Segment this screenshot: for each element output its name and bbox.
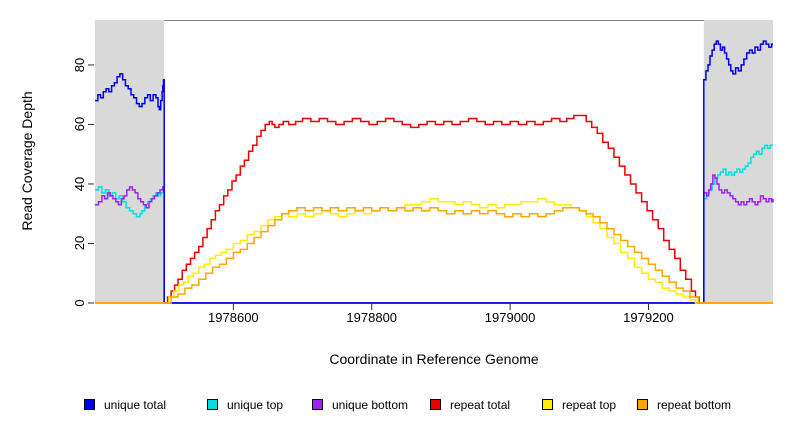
y-tick-label-60: 60 (71, 117, 87, 132)
y-axis-title: Read Coverage Depth (19, 91, 35, 231)
y-tick-label-0: 0 (71, 299, 87, 307)
x-tick-label-1979200: 1979200 (623, 310, 674, 325)
x-axis-title: Coordinate in Reference Genome (329, 351, 539, 367)
y-tick-label-20: 20 (71, 236, 87, 251)
x-tick-label-1978600: 1978600 (208, 310, 259, 325)
x-tick-label-1978800: 1978800 (346, 310, 398, 325)
y-tick-label-80: 80 (71, 57, 87, 73)
y-tick-label-40: 40 (71, 176, 87, 192)
x-tick-label-1979000: 1979000 (484, 310, 536, 325)
